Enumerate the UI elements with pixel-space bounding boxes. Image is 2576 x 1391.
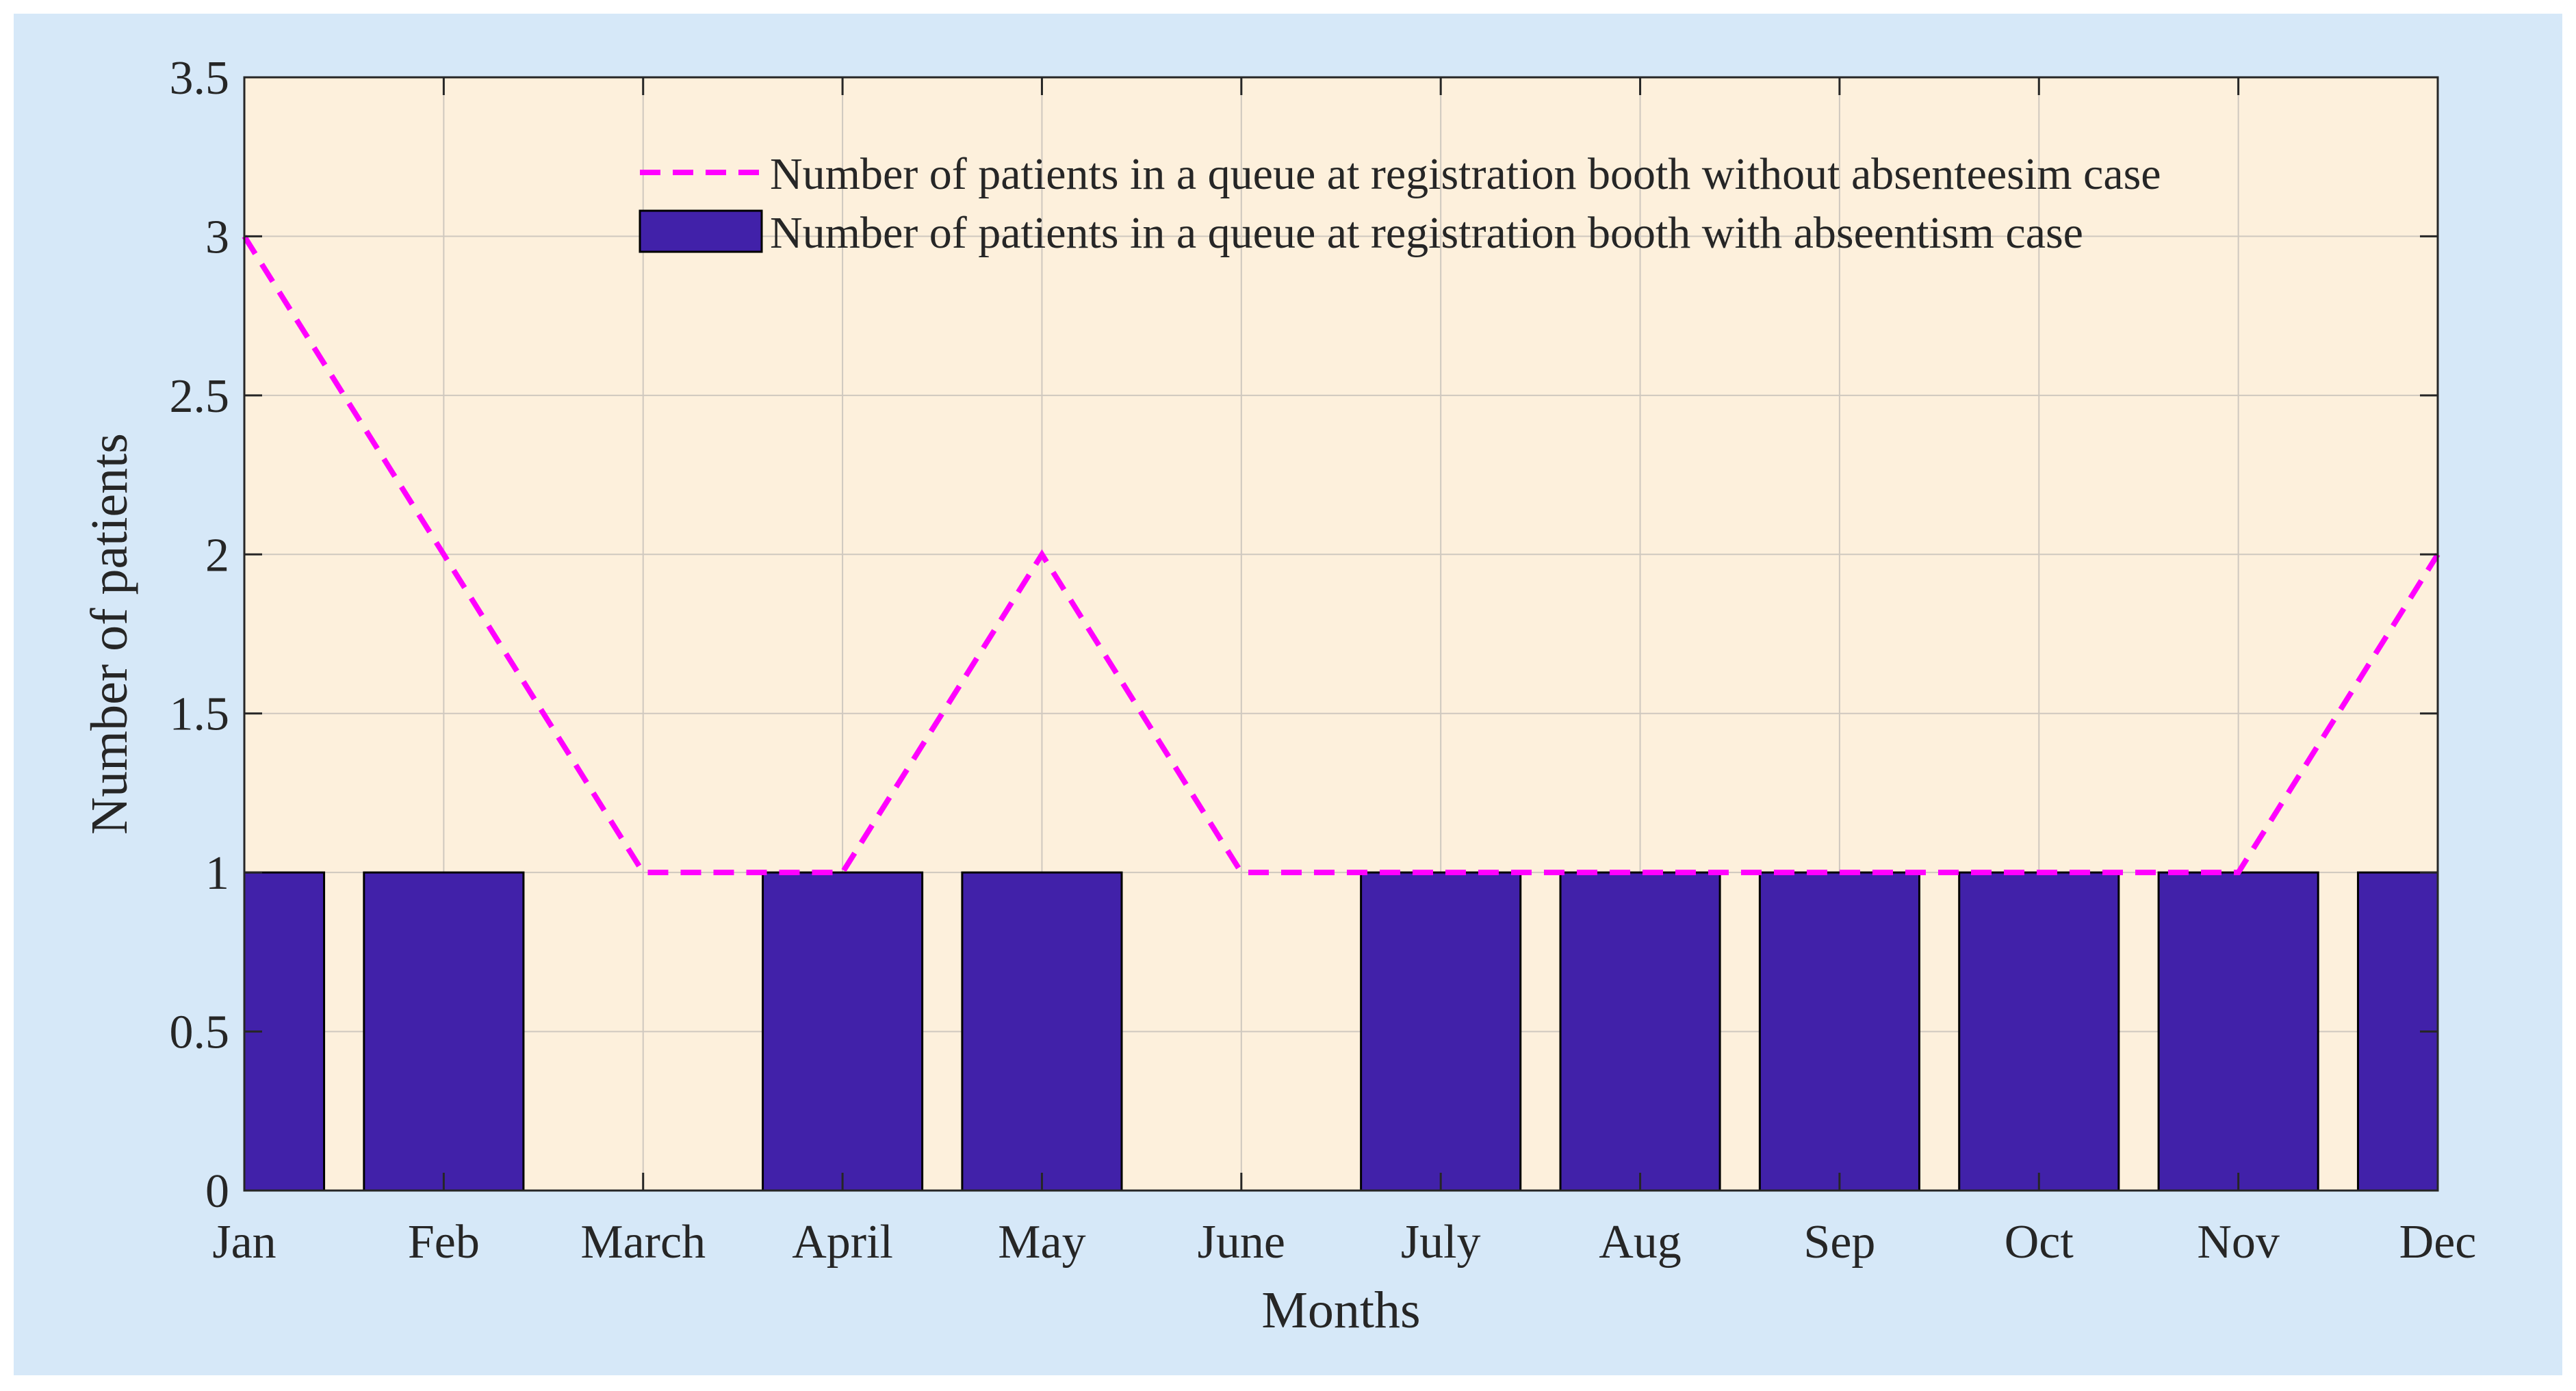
legend-label-with-absenteeism: Number of patients in a queue at registr…	[770, 208, 2083, 258]
y-tick-label: 2	[205, 529, 229, 582]
x-tick-label: Jan	[212, 1216, 276, 1269]
y-tick-label: 2.5	[170, 370, 230, 423]
bar-may	[961, 871, 1123, 1191]
x-tick-label: March	[580, 1216, 706, 1269]
bar-feb	[363, 871, 525, 1191]
line-series-without-absenteeism	[242, 235, 2440, 876]
y-tick-label: 1	[205, 847, 229, 900]
x-tick-label: Feb	[408, 1216, 480, 1269]
y-tick-label: 0	[205, 1165, 229, 1218]
legend-bar-marker	[639, 209, 763, 253]
bar-nov	[2157, 871, 2319, 1191]
y-tick-label: 3.5	[170, 52, 230, 105]
x-tick-label: Sep	[1803, 1216, 1875, 1269]
bar-july	[1360, 871, 1522, 1191]
legend-label-without-absenteeism: Number of patients in a queue at registr…	[770, 149, 2161, 199]
axes-box	[243, 76, 2439, 1192]
bar-series	[244, 871, 2438, 1191]
bar-april	[762, 871, 924, 1191]
y-tick-label: 0.5	[170, 1006, 230, 1059]
x-tick-label: April	[792, 1216, 893, 1269]
bar-aug	[1559, 871, 1721, 1191]
x-tick-label: June	[1198, 1216, 1285, 1269]
x-tick-label: May	[998, 1216, 1085, 1269]
y-axis-label: Number of patients	[81, 433, 138, 835]
x-tick-label: Dec	[2399, 1216, 2477, 1269]
x-axis-label: Months	[1261, 1282, 1420, 1339]
bar-sep	[1758, 871, 1920, 1191]
x-tick-label: Aug	[1599, 1216, 1682, 1269]
x-tick-label: July	[1401, 1216, 1481, 1269]
legend: Number of patients in a queue at registr…	[639, 149, 2161, 258]
y-tick-label: 3	[205, 211, 229, 263]
plot-area: 0 0.5 1 1.5 2 2.5 3 3.5 Jan Feb March April May June J…	[170, 52, 2477, 1269]
y-tick-label: 1.5	[170, 688, 230, 741]
x-tick-label: Nov	[2197, 1216, 2280, 1269]
axis-labels: Months Number of patients	[81, 433, 1421, 1339]
x-tick-label: Oct	[2005, 1216, 2074, 1269]
axes: 0 0.5 1 1.5 2 2.5 3 3.5 Jan Feb March April May June J…	[170, 52, 2477, 1269]
bar-oct	[1958, 871, 2120, 1191]
